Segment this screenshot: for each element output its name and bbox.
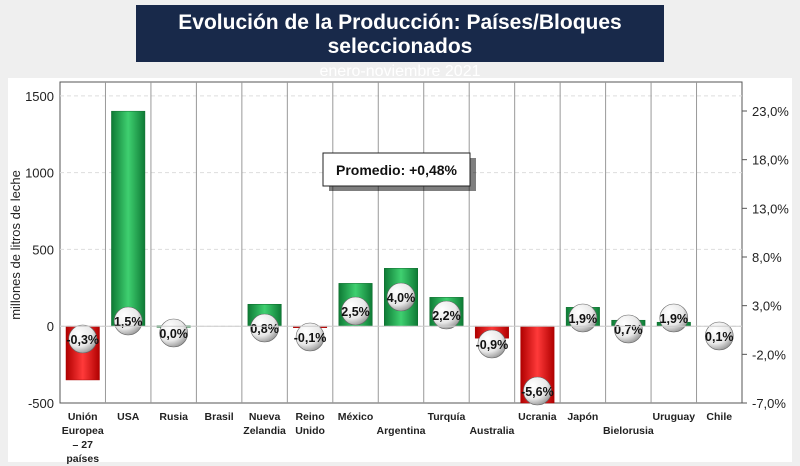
pct-bubble — [295, 322, 325, 352]
category-label: México — [338, 411, 374, 423]
pct-label: 0,8% — [250, 322, 279, 336]
y-axis-label: millones de litros de leche — [8, 170, 23, 320]
category-label: Chile — [706, 411, 732, 423]
category-label: Unión — [68, 411, 98, 423]
plot-area — [59, 81, 743, 404]
category-label: Australia — [469, 425, 514, 437]
pct-bubble — [523, 376, 552, 406]
chart-title-box: Evolución de la Producción: Países/Bloqu… — [136, 5, 664, 80]
y-tick-label: 500 — [32, 242, 54, 257]
y2-tick-label: 18,0% — [752, 153, 789, 168]
category-label: Nueva — [249, 411, 281, 423]
category-label: Uruguay — [653, 411, 696, 423]
category-label: Ucrania — [518, 411, 557, 423]
y2-tick-label: -7,0% — [752, 396, 786, 411]
average-annotation-box — [322, 152, 471, 187]
chart-subtitle: enero-noviembre 2021 — [319, 63, 481, 80]
pct-label: 0,7% — [614, 323, 643, 337]
pct-bubble — [614, 314, 643, 344]
pct-label: 0,1% — [705, 330, 734, 344]
category-label: Turquía — [428, 411, 466, 423]
pct-label: 0,0% — [159, 327, 188, 341]
pct-label: -5,6% — [521, 385, 554, 399]
pct-bubble — [341, 296, 370, 326]
y2-tick-label: 23,0% — [752, 104, 789, 119]
pct-bubble — [113, 306, 143, 336]
category-label: Reino — [295, 411, 324, 423]
pct-bubble — [659, 303, 689, 333]
pct-bubble — [477, 329, 507, 359]
pct-label: -0,3% — [66, 333, 99, 347]
category-label: Brasil — [205, 411, 234, 423]
y-tick-label: -500 — [28, 396, 54, 411]
category-label: Argentina — [376, 425, 425, 437]
category-label: Japón — [567, 411, 598, 423]
category-label: USA — [117, 411, 140, 423]
category-label: Europea — [62, 425, 104, 437]
y-tick-label: 1500 — [25, 89, 54, 104]
category-label: Unido — [295, 425, 325, 437]
category-label: Zelandia — [243, 425, 286, 437]
pct-label: -0,9% — [476, 338, 509, 352]
pct-label: 1,9% — [569, 312, 598, 326]
bar-1 — [111, 110, 146, 327]
y2-tick-label: 3,0% — [752, 299, 782, 314]
pct-bubble — [432, 300, 461, 330]
pct-bubble — [68, 324, 98, 354]
y2-tick-label: 13,0% — [752, 201, 789, 216]
y-tick-label: 1000 — [25, 166, 54, 181]
pct-label: 2,5% — [341, 305, 370, 319]
pct-label: 1,9% — [660, 312, 689, 326]
y2-tick-label: -2,0% — [752, 347, 786, 362]
category-label: Bielorusia — [603, 425, 654, 437]
pct-bubble — [704, 321, 734, 351]
pct-bubble — [568, 303, 598, 333]
average-annotation: Promedio: +0,48% — [336, 162, 458, 178]
chart-title: Evolución de la Producción: Países/Bloqu… — [178, 11, 622, 58]
category-label: – 27 — [73, 439, 94, 451]
pct-label: 1,5% — [114, 315, 143, 329]
pct-label: -0,1% — [294, 331, 327, 345]
pct-bubble — [386, 282, 416, 312]
pct-bubble — [250, 313, 279, 343]
y2-tick-label: 8,0% — [752, 250, 782, 265]
pct-label: 4,0% — [387, 291, 416, 305]
pct-label: 2,2% — [432, 309, 461, 323]
category-label: países — [66, 453, 99, 465]
category-label: Rusia — [159, 411, 188, 423]
y-tick-label: 0 — [47, 319, 54, 334]
